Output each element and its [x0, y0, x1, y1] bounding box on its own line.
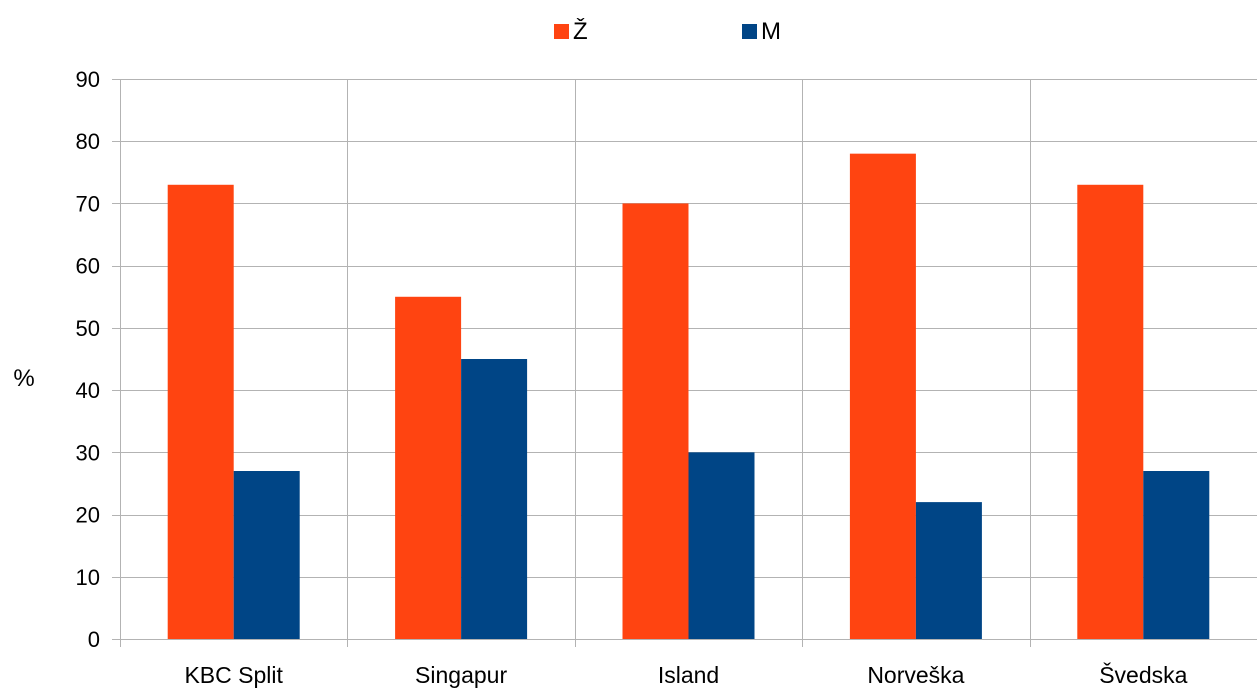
y-tick-label: 50: [76, 316, 100, 341]
y-tick-label: 10: [76, 565, 100, 590]
x-tick-label: KBC Split: [184, 662, 283, 688]
legend-label-m: M: [761, 18, 781, 45]
bar-z-3: [849, 153, 916, 639]
y-tick-labels: 0 10 20 30 40 50 60 70 80 90: [76, 67, 100, 652]
axes: [112, 79, 1257, 647]
x-tick-label: Švedska: [1099, 661, 1187, 688]
y-tick-label: 90: [76, 67, 100, 92]
bar-m-4: [1143, 471, 1210, 639]
y-tick-label: 80: [76, 129, 100, 154]
legend-swatch-m: [742, 24, 757, 39]
bar-z-0: [167, 184, 234, 639]
legend-swatch-z: [554, 24, 569, 39]
legend-label-z: Ž: [573, 18, 588, 45]
y-tick-label: 40: [76, 378, 100, 403]
bar-m-3: [915, 502, 982, 639]
bar-m-0: [233, 471, 300, 639]
x-tick-label: Norveška: [867, 662, 964, 688]
x-tick-label: Singapur: [415, 662, 507, 688]
bar-z-1: [395, 296, 462, 639]
bars: [167, 153, 1210, 639]
bar-z-4: [1077, 184, 1144, 639]
y-tick-label: 30: [76, 440, 100, 465]
y-tick-label: 0: [88, 627, 100, 652]
bar-z-2: [622, 203, 689, 639]
y-tick-label: 60: [76, 254, 100, 279]
x-tick-labels: KBC Split Singapur Island Norveška Švedska: [184, 661, 1187, 688]
bar-m-1: [461, 359, 528, 639]
x-tick-label: Island: [658, 662, 719, 688]
y-tick-label: 70: [76, 191, 100, 216]
y-tick-label: 20: [76, 503, 100, 528]
y-axis-label: %: [13, 365, 34, 392]
bar-m-2: [688, 452, 755, 639]
